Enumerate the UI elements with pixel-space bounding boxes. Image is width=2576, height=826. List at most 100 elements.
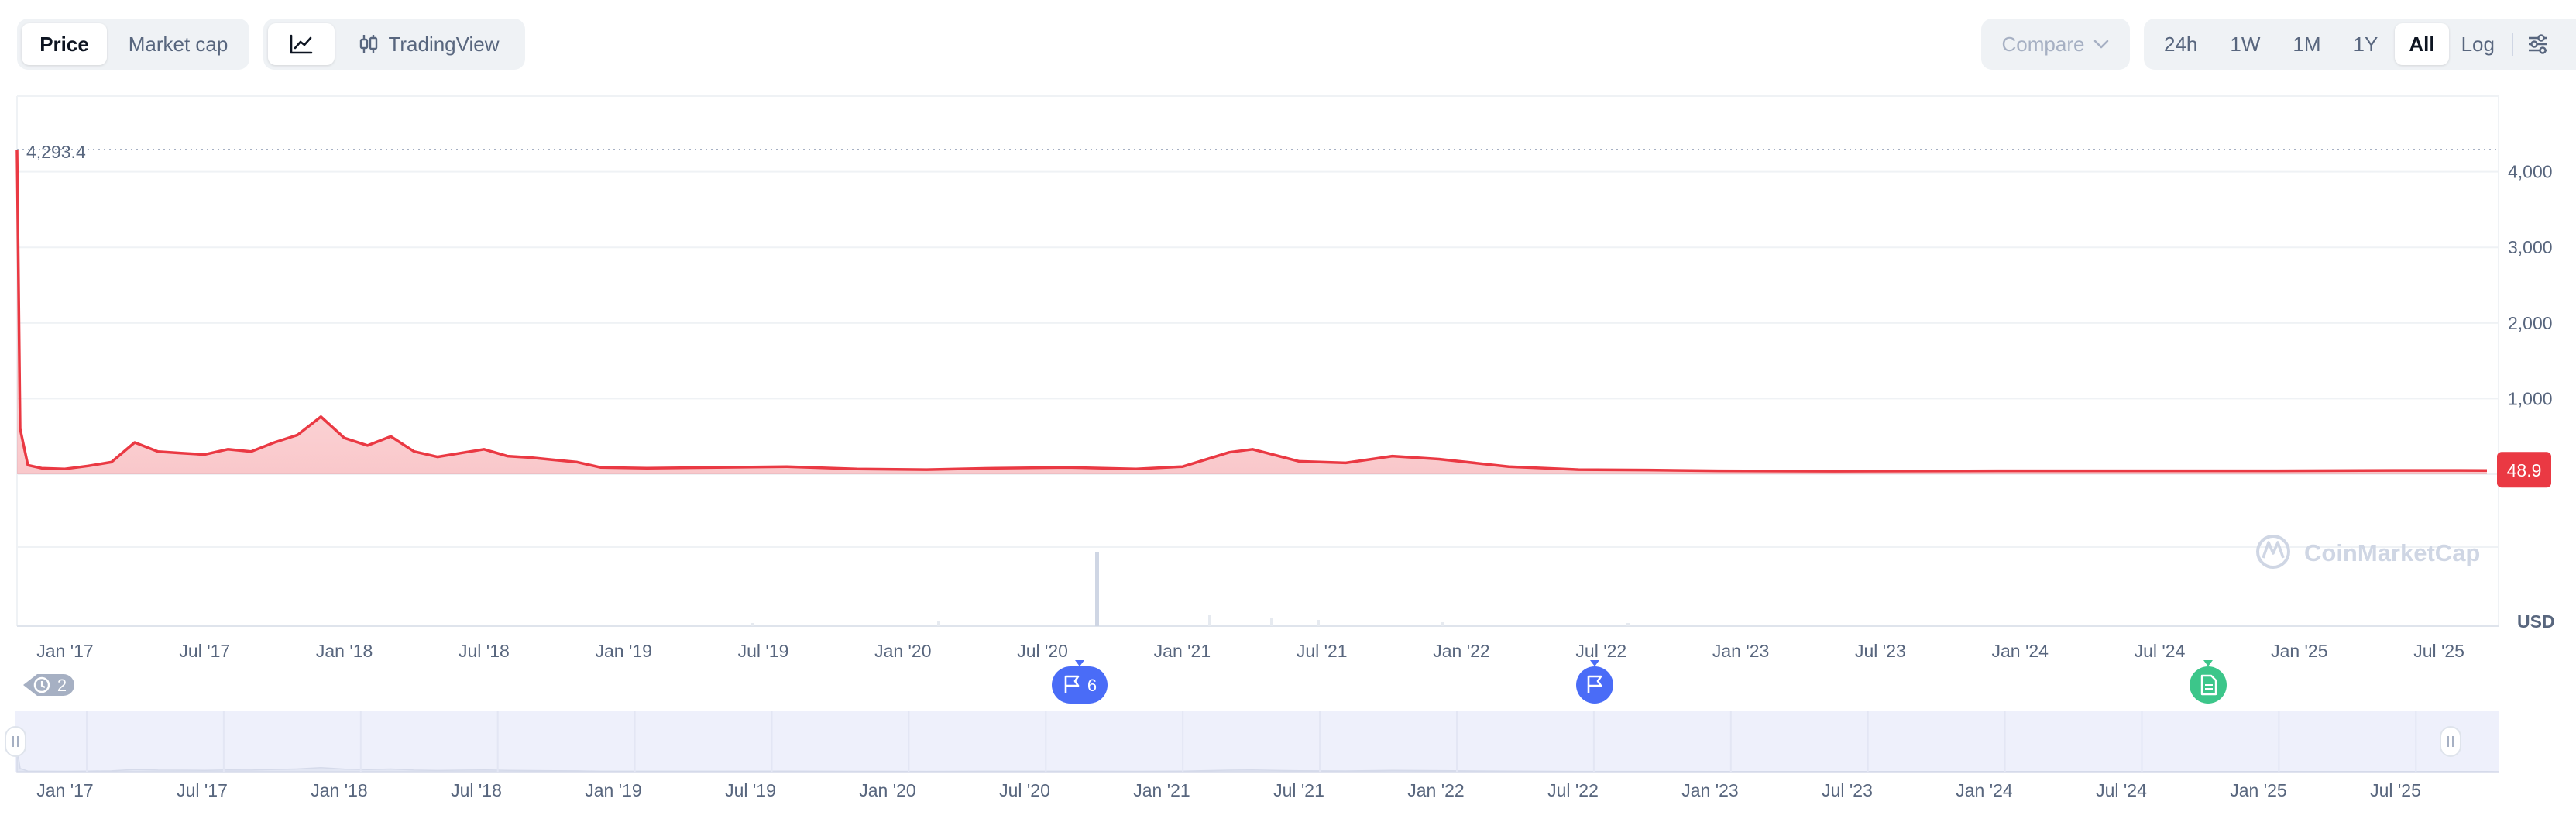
x-tick-label: Jan '19 bbox=[595, 641, 651, 661]
chart-settings-button[interactable] bbox=[2519, 23, 2557, 65]
volume-bar bbox=[1270, 618, 1273, 626]
chevron-down-icon bbox=[2094, 40, 2109, 49]
navigator-right-handle[interactable] bbox=[2440, 726, 2461, 757]
coinmarketcap-logo-icon bbox=[2256, 535, 2290, 569]
price-line bbox=[15, 149, 2488, 473]
y-tick-label: 1,000 bbox=[2508, 388, 2553, 408]
price-area bbox=[17, 150, 2487, 474]
y-axis-unit: USD bbox=[2517, 611, 2555, 632]
volume-bar bbox=[751, 623, 754, 626]
volume-bar bbox=[1208, 615, 1211, 626]
navigator-tick-label: Jan '24 bbox=[1956, 780, 2013, 800]
price-marketcap-toggle: Price Market cap bbox=[17, 19, 249, 70]
x-tick-label: Jan '21 bbox=[1154, 641, 1211, 661]
y-tick-label: 3,000 bbox=[2508, 237, 2553, 257]
flag-event-marker: 6 bbox=[1052, 660, 1108, 704]
navigator-handle-shape bbox=[5, 726, 26, 757]
navigator-tick-label: Jul '20 bbox=[999, 780, 1050, 800]
navigator-tick-label: Jan '23 bbox=[1681, 780, 1738, 800]
navigator-tick-label: Jul '25 bbox=[2370, 780, 2421, 800]
volume-bar bbox=[937, 621, 940, 626]
x-tick-label: Jan '22 bbox=[1433, 641, 1489, 661]
history-event-count: 2 bbox=[57, 676, 67, 695]
navigator-tick-label: Jan '19 bbox=[585, 780, 641, 800]
volume-spike bbox=[1095, 552, 1099, 626]
max-price-label: 4,293.4 bbox=[26, 142, 86, 162]
x-tick-label: Jan '18 bbox=[316, 641, 373, 661]
range-1w-button[interactable]: 1W bbox=[2230, 32, 2261, 56]
x-tick-label: Jul '24 bbox=[2135, 641, 2186, 661]
y-tick-label: 2,000 bbox=[2508, 313, 2553, 333]
x-tick-label: Jan '20 bbox=[874, 641, 931, 661]
coinmarketcap-logo-mark bbox=[2262, 541, 2285, 559]
price-labels: 4,293.4 48.9 bbox=[26, 142, 2551, 488]
range-1y-button[interactable]: 1Y bbox=[2353, 32, 2379, 56]
line-chart-icon bbox=[290, 34, 313, 54]
navigator-tick-label: Jan '25 bbox=[2230, 780, 2286, 800]
navigator-tick-label: Jul '18 bbox=[451, 780, 502, 800]
current-price-badge bbox=[2497, 452, 2551, 488]
range-24h-button[interactable]: 24h bbox=[2164, 32, 2198, 56]
y-axis: 1,000 2,000 3,000 4,000 USD bbox=[2508, 162, 2555, 632]
navigator-tick-label: Jul '19 bbox=[725, 780, 776, 800]
gridlines bbox=[17, 149, 2499, 548]
line-chart-button[interactable] bbox=[268, 23, 335, 65]
tradingview-button[interactable]: TradingView bbox=[338, 23, 520, 65]
range-navigator[interactable]: Jan '17 Jul '17 Jan '18 Jul '18 Jan '19 Jul '… bbox=[5, 711, 2499, 800]
document-marker-pointer bbox=[2203, 660, 2213, 666]
navigator-tick-label: Jul '17 bbox=[177, 780, 228, 800]
navigator-left-handle[interactable] bbox=[5, 726, 26, 757]
x-tick-label: Jul '17 bbox=[179, 641, 230, 661]
range-1m-button[interactable]: 1M bbox=[2293, 32, 2321, 56]
volume-bar bbox=[1441, 622, 1444, 626]
flag-icon bbox=[1587, 675, 1602, 693]
current-price-label: 48.9 bbox=[2507, 460, 2542, 480]
watermark-text: CoinMarketCap bbox=[2304, 539, 2480, 566]
x-axis: Jan '17 Jul '17 Jan '18 Jul '18 Jan '19 Jul '… bbox=[36, 641, 2464, 661]
navigator-tick-label: Jan '21 bbox=[1133, 780, 1190, 800]
x-tick-label: Jul '22 bbox=[1575, 641, 1626, 661]
market-cap-tab[interactable]: Market cap bbox=[128, 32, 228, 56]
x-tick-label: Jul '25 bbox=[2413, 641, 2464, 661]
chart-type-toggle: TradingView bbox=[263, 19, 525, 70]
tradingview-label: TradingView bbox=[388, 32, 500, 56]
flag-icon bbox=[1064, 675, 1080, 693]
flag-marker-shape bbox=[1052, 666, 1108, 704]
document-event-marker bbox=[2190, 660, 2227, 704]
x-tick-label: Jul '21 bbox=[1297, 641, 1348, 661]
chart-toolbar: Price Market cap TradingView Compare 24h bbox=[0, 19, 2576, 70]
x-tick-label: Jul '19 bbox=[738, 641, 789, 661]
compare-dropdown[interactable]: Compare bbox=[1981, 19, 2130, 70]
navigator-selection bbox=[15, 711, 2499, 772]
compare-label: Compare bbox=[2001, 32, 2085, 56]
x-tick-label: Jan '17 bbox=[36, 641, 93, 661]
x-tick-label: Jan '24 bbox=[1991, 641, 2049, 661]
navigator-tick-label: Jul '21 bbox=[1273, 780, 1324, 800]
price-series bbox=[15, 149, 2488, 474]
coinmarketcap-watermark: CoinMarketCap bbox=[2256, 535, 2480, 569]
x-tick-label: Jul '18 bbox=[459, 641, 510, 661]
range-all-button[interactable]: All bbox=[2395, 23, 2449, 65]
navigator-tick-label: Jul '24 bbox=[2096, 780, 2147, 800]
history-icon bbox=[33, 676, 50, 693]
x-tick-label: Jul '23 bbox=[1855, 641, 1906, 661]
time-range-toggle: 24h 1W 1M 1Y All Log bbox=[2144, 19, 2576, 70]
navigator-series bbox=[16, 748, 2499, 773]
flag-marker-pointer bbox=[1075, 660, 1084, 666]
history-event-marker: 2 bbox=[23, 674, 74, 696]
sliders-icon bbox=[2528, 34, 2547, 54]
navigator-tick-label: Jan '17 bbox=[36, 780, 93, 800]
y-tick-label: 4,000 bbox=[2508, 162, 2553, 182]
navigator-handle-shape bbox=[2440, 726, 2461, 757]
navigator-tick-label: Jan '22 bbox=[1407, 780, 1464, 800]
log-scale-button[interactable]: Log bbox=[2461, 32, 2495, 56]
toolbar-divider bbox=[2511, 33, 2513, 56]
history-icon-hands bbox=[40, 681, 46, 688]
navigator-tick-label: Jul '23 bbox=[1822, 780, 1873, 800]
navigator-tick-label: Jan '20 bbox=[859, 780, 915, 800]
volume-bar bbox=[1317, 620, 1320, 626]
price-tab[interactable]: Price bbox=[22, 23, 107, 65]
x-tick-label: Jan '23 bbox=[1712, 641, 1769, 661]
